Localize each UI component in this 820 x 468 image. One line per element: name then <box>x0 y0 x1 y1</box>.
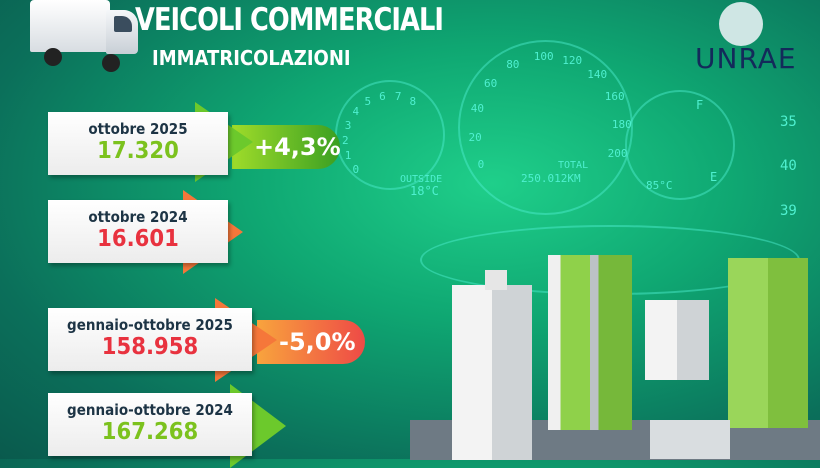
stat-value: 158.958 <box>101 334 199 360</box>
rpm-tick: 3 <box>344 118 352 132</box>
speed-tick: 140 <box>587 67 608 81</box>
rpm-tick: 1 <box>344 149 352 163</box>
page-title: VEICOLI COMMERCIALI <box>135 2 444 38</box>
rpm-tick: 4 <box>352 105 360 119</box>
stat-label: ottobre 2025 <box>88 120 188 138</box>
total-label: TOTAL <box>558 160 589 171</box>
stat-card: ottobre 2024 16.601 <box>48 200 228 263</box>
page-subtitle: IMMATRICOLAZIONI <box>152 46 351 70</box>
stat-card: gennaio-ottobre 2025 158.958 <box>48 308 252 371</box>
outside-temp: 18°C <box>410 184 439 198</box>
speed-tick: 100 <box>533 50 554 64</box>
psi-3: 39 <box>780 203 797 219</box>
speed-tick: 80 <box>506 58 520 72</box>
unrae-logo: UNRAE <box>695 2 807 82</box>
psi-2: 40 <box>780 158 797 174</box>
fuel-empty: E <box>710 170 718 184</box>
stat-value: 16.601 <box>97 226 179 252</box>
stat-card: gennaio-ottobre 2024 167.268 <box>48 393 252 456</box>
speed-tick: 180 <box>611 118 632 132</box>
van-illustration <box>30 0 140 80</box>
stat-card: ottobre 2025 17.320 <box>48 112 228 175</box>
rpm-tick: 7 <box>394 89 402 103</box>
stat-label: gennaio-ottobre 2025 <box>67 316 233 334</box>
rpm-tick: 2 <box>342 134 349 147</box>
rpm-tick: 6 <box>379 89 386 103</box>
stat-label: ottobre 2024 <box>88 208 188 226</box>
psi-1: 35 <box>780 114 797 130</box>
stat-label: gennaio-ottobre 2024 <box>67 401 233 419</box>
outside-label: OUTSIDE <box>400 174 443 185</box>
stat-value: 17.320 <box>97 138 179 164</box>
rpm-tick: 5 <box>364 95 372 109</box>
rpm-tick: 8 <box>409 95 417 109</box>
speed-tick: 40 <box>470 102 485 116</box>
engine-temp: 85°C <box>646 179 673 192</box>
stat-value: 167.268 <box>101 419 199 445</box>
speed-tick: 120 <box>562 53 583 67</box>
speed-gauge <box>458 40 633 215</box>
fuel-full: F <box>696 98 704 112</box>
speed-tick: 200 <box>607 146 628 160</box>
speed-tick: 0 <box>477 158 485 171</box>
speed-tick: 20 <box>468 130 482 144</box>
fuel-gauge <box>625 90 735 200</box>
speed-tick: 160 <box>604 90 625 104</box>
rpm-tick: 0 <box>352 162 360 176</box>
total-km: 250.012KM <box>521 172 581 185</box>
speed-tick: 60 <box>484 76 498 90</box>
